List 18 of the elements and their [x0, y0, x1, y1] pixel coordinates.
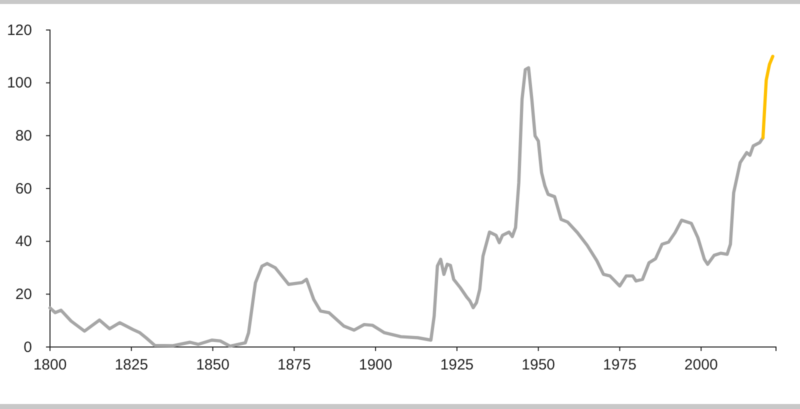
y-tick-label: 80 [15, 127, 32, 144]
x-tick-label: 1825 [114, 356, 148, 374]
x-tick-label: 1950 [522, 356, 556, 374]
y-tick-label: 40 [15, 233, 32, 250]
y-tick-label: 0 [24, 338, 32, 356]
x-tick-label: 1925 [440, 356, 474, 374]
y-tick-label: 100 [6, 74, 32, 92]
y-tick-label: 20 [15, 286, 32, 303]
y-tick-label: 120 [6, 22, 32, 39]
y-tick-label: 60 [15, 180, 32, 198]
line-series [761, 54, 774, 140]
x-tick-label: 1975 [603, 356, 636, 374]
line-series [48, 66, 765, 348]
x-tick-label: 1875 [277, 356, 311, 374]
x-tick-label: 1900 [358, 356, 392, 374]
x-tick-label: 1800 [33, 356, 67, 374]
x-tick-label: 1850 [196, 356, 230, 374]
x-tick-label: 2000 [684, 356, 718, 374]
